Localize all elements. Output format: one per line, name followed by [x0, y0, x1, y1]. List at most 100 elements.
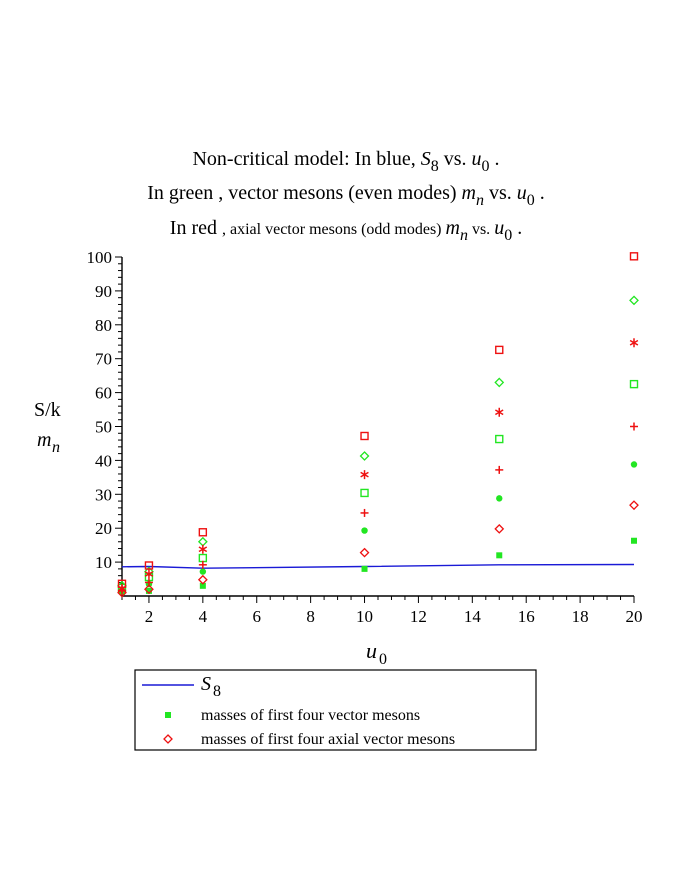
legend-label-sub: 8 — [213, 683, 221, 700]
marker-star-stroke — [198, 546, 208, 553]
data-point — [199, 582, 206, 589]
data-point — [360, 488, 369, 498]
chart-title: Non-critical model: In blue, S8 vs. u0 .… — [147, 148, 545, 244]
x-tick-label: 14 — [464, 607, 482, 626]
title-part: u — [494, 217, 504, 239]
marker-star-stroke — [629, 339, 639, 346]
marker-filled-square — [496, 552, 503, 559]
marker-filled-square — [631, 537, 637, 544]
data-point — [144, 569, 154, 579]
x-tick-label: 18 — [572, 607, 589, 626]
data-point — [144, 561, 154, 570]
title-part: 0 — [504, 227, 512, 244]
marker-open-square — [198, 553, 208, 563]
y-tick-label: 20 — [95, 519, 112, 538]
x-tick-label: 4 — [199, 607, 208, 626]
legend-green-swatch — [165, 712, 171, 718]
data-point — [198, 560, 207, 569]
y-axis-label-n: n — [52, 439, 60, 456]
y-tick-label: 40 — [95, 451, 112, 470]
marker-star-stroke — [494, 409, 504, 416]
marker-filled-circle — [361, 527, 368, 534]
x-tick-label: 6 — [252, 607, 261, 626]
marker-open-square — [629, 379, 639, 389]
series-5 — [117, 500, 639, 598]
axes: 2 4 6 8 10 12 14 16 18 20 10 20 30 40 50 60 70 80 90 100 — [87, 248, 643, 626]
title-line-1: Non-critical model: In blue, S8 vs. u0 . — [192, 148, 499, 175]
marker-open-square — [629, 252, 639, 261]
data-point — [144, 578, 153, 587]
marker-open-square — [144, 561, 154, 570]
data-point — [629, 295, 639, 306]
title-line-3: In red , axial vector mesons (odd modes)… — [170, 217, 522, 244]
y-tick-label: 80 — [95, 316, 112, 335]
marker-filled-square — [361, 565, 368, 572]
data-point — [359, 547, 370, 558]
data-point — [495, 465, 504, 474]
y-axis-label-m: m — [37, 429, 51, 451]
title-part: u — [472, 148, 482, 170]
marker-filled-square — [145, 587, 152, 594]
series-8 — [117, 252, 639, 588]
data-point — [629, 252, 639, 261]
data-point — [630, 422, 638, 431]
legend-label-green: masses of first four vector mesons — [201, 707, 420, 724]
marker-open-diamond — [359, 451, 370, 461]
marker-open-diamond — [629, 500, 639, 511]
data-point — [361, 527, 368, 534]
data-point — [629, 338, 639, 348]
marker-open-square — [360, 488, 369, 498]
title-part: vs. — [439, 148, 472, 170]
title-part: vs. — [484, 182, 517, 204]
x-axis-label-sub: 0 — [379, 651, 387, 668]
title-part: . — [512, 217, 522, 239]
data-point — [117, 579, 127, 588]
title-part: vs. — [468, 221, 494, 238]
s8-line — [121, 563, 635, 569]
marker-open-diamond — [359, 547, 370, 558]
data-point — [629, 379, 639, 389]
data-point — [631, 537, 637, 544]
data-point — [360, 470, 369, 480]
marker-filled-circle — [199, 568, 207, 575]
x-axis-label-u: u — [366, 638, 377, 663]
plot-area — [117, 252, 639, 598]
title-part: n — [460, 227, 468, 244]
data-point — [494, 377, 505, 388]
data-point — [144, 584, 154, 595]
title-part: 8 — [431, 158, 439, 175]
title-part: 0 — [482, 158, 490, 175]
data-point — [198, 544, 208, 554]
series-7 — [117, 338, 639, 594]
data-point — [630, 461, 638, 468]
marker-open-square — [495, 345, 504, 355]
data-point — [145, 587, 152, 594]
y-tick-label: 60 — [95, 384, 112, 403]
title-part: S — [421, 148, 431, 170]
title-part: m — [446, 217, 460, 239]
data-point — [494, 407, 504, 417]
data-point — [360, 508, 369, 517]
y-axis-label: S/k m n — [34, 399, 61, 456]
legend-box — [134, 669, 537, 751]
title-part: Non-critical model: In blue, — [192, 148, 420, 170]
x-tick-label: 2 — [145, 607, 154, 626]
series-6 — [118, 422, 638, 595]
x-axis-label: u 0 — [366, 638, 387, 668]
data-point — [361, 565, 368, 572]
title-line-2: In green , vector mesons (even modes) mn… — [147, 182, 545, 209]
y-tick-label: 100 — [87, 248, 113, 267]
title-part: , axial vector mesons (odd modes) — [222, 221, 446, 238]
title-part: . — [490, 148, 500, 170]
series-4 — [117, 295, 639, 591]
data-point — [495, 345, 504, 355]
marker-open-diamond — [197, 574, 208, 585]
marker-star-stroke — [360, 471, 369, 478]
title-part: m — [462, 182, 476, 204]
data-point — [197, 536, 208, 547]
marker-open-square — [117, 579, 127, 588]
y-tick-label: 70 — [95, 350, 112, 369]
x-tick-label: 20 — [626, 607, 643, 626]
title-part: n — [476, 192, 484, 209]
